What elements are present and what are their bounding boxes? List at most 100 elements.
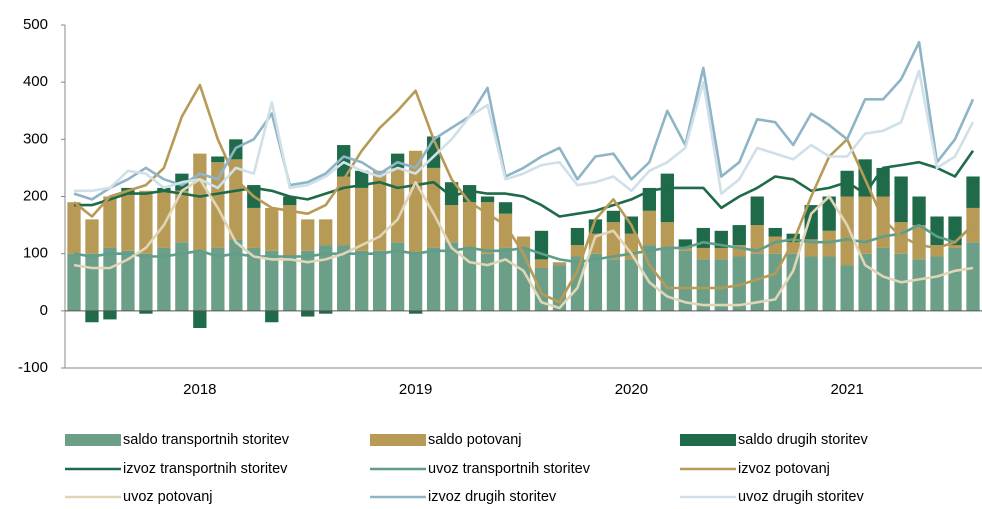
y-tick-label: 500 (23, 16, 48, 33)
bar (660, 173, 674, 223)
bar (390, 167, 405, 243)
bar (966, 242, 980, 311)
bar (355, 250, 369, 311)
y-tick-label: -100 (18, 359, 48, 376)
bar (301, 310, 315, 317)
bar (265, 310, 279, 323)
bar (822, 230, 836, 257)
bar (858, 196, 872, 254)
bar (696, 247, 710, 260)
bar (175, 190, 189, 243)
bar (67, 202, 81, 254)
line (74, 150, 975, 218)
bar (714, 259, 728, 311)
bar (822, 256, 836, 311)
bar (193, 310, 207, 328)
bar (588, 253, 603, 311)
bar (822, 196, 836, 231)
legend-label: saldo transportnih storitev (123, 432, 290, 448)
bar (768, 253, 782, 311)
bar (498, 202, 513, 214)
bar (444, 205, 459, 243)
bar (516, 236, 531, 248)
bar (121, 193, 135, 251)
bar (678, 239, 692, 248)
bar (678, 250, 692, 311)
bar (570, 256, 585, 311)
bar (319, 245, 333, 311)
bar (786, 242, 800, 254)
bar (930, 245, 944, 257)
bar (840, 196, 854, 266)
bar (139, 310, 153, 314)
legend-label: uvoz drugih storitev (738, 489, 864, 505)
x-tick-label: 2020 (615, 381, 648, 398)
legend-label: saldo potovanj (428, 432, 522, 448)
bar (750, 253, 764, 311)
bar (193, 250, 207, 311)
bar (157, 190, 171, 248)
bar (157, 187, 171, 191)
line (73, 83, 974, 304)
bar (85, 253, 99, 311)
bar (211, 247, 225, 311)
bar (301, 219, 315, 251)
bar (966, 176, 980, 208)
bar (103, 247, 117, 311)
bar (373, 170, 387, 251)
bar (678, 247, 692, 251)
bar (283, 196, 297, 206)
bar (480, 196, 495, 203)
bar (319, 310, 333, 314)
bar (337, 145, 351, 177)
bar (265, 207, 279, 251)
bar (103, 196, 117, 248)
bar (912, 259, 926, 311)
bar (319, 219, 333, 246)
bar (966, 207, 980, 243)
bar (570, 227, 585, 246)
bar (642, 245, 657, 311)
bar (804, 256, 818, 311)
bar (229, 159, 243, 240)
y-tick-label: 200 (23, 187, 48, 204)
bar (606, 210, 621, 223)
bar (876, 247, 890, 311)
bar (283, 256, 297, 311)
bar (786, 253, 800, 311)
bar (462, 202, 477, 248)
bar (840, 265, 854, 311)
bar (211, 162, 225, 248)
bar (660, 247, 674, 311)
bar (283, 205, 297, 257)
bar (247, 207, 261, 248)
bar (750, 196, 764, 226)
bar (534, 259, 549, 268)
legend-swatch (65, 434, 121, 446)
legend-label: izvoz transportnih storitev (123, 461, 288, 477)
y-tick-label: 400 (23, 73, 48, 90)
line (73, 178, 974, 310)
y-tick-label: 0 (40, 302, 48, 319)
line (73, 40, 975, 201)
bar (660, 222, 674, 248)
line (74, 69, 975, 195)
bar (247, 247, 261, 311)
bar (139, 253, 153, 311)
bar (804, 239, 818, 257)
bar (390, 242, 405, 311)
bar (606, 259, 621, 311)
line (73, 223, 974, 264)
bar (948, 245, 962, 248)
bar (714, 247, 728, 260)
bar (85, 310, 99, 323)
x-tick-label: 2021 (830, 381, 863, 398)
bar (534, 267, 549, 311)
bar (750, 225, 764, 254)
bar (894, 176, 908, 223)
bar (337, 176, 351, 246)
bar (175, 242, 189, 311)
bar (696, 259, 710, 311)
bar (912, 196, 926, 226)
